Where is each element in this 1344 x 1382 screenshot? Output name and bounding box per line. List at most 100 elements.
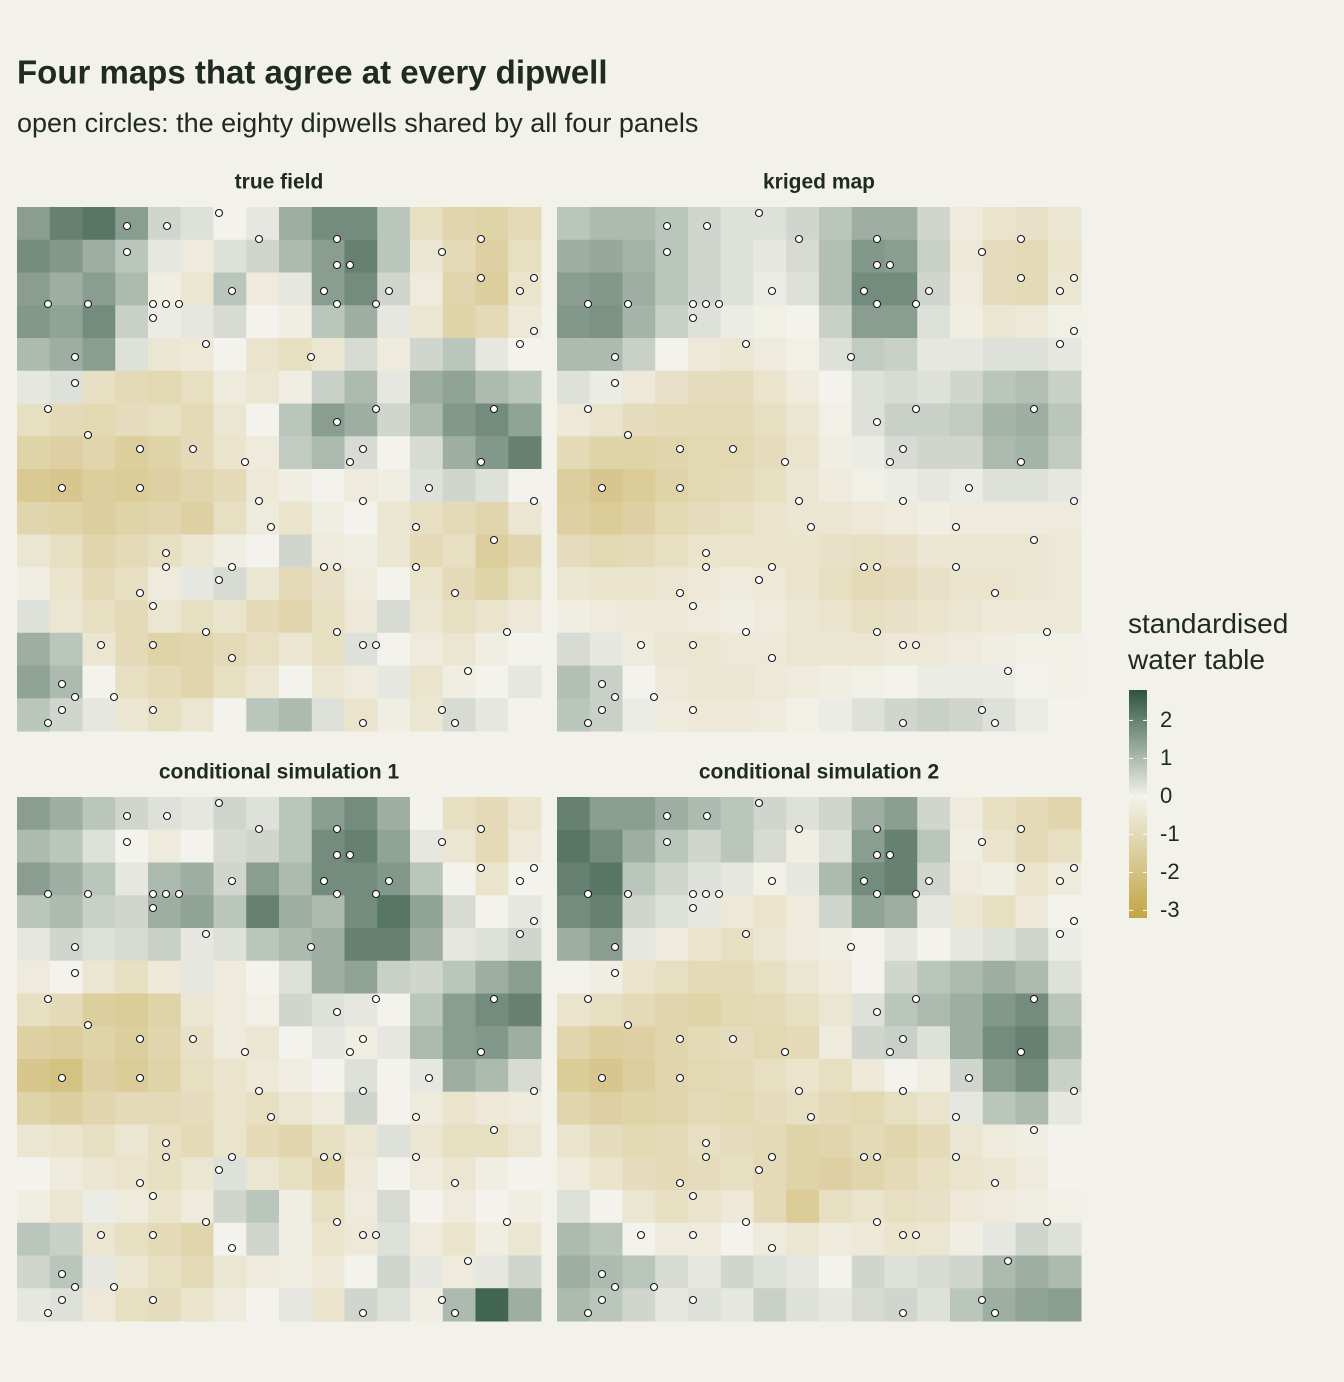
cell	[753, 1255, 787, 1289]
cell	[377, 1255, 411, 1289]
cell	[851, 305, 885, 339]
cell	[786, 960, 820, 994]
cell	[377, 1157, 411, 1191]
dipwell	[597, 1295, 607, 1305]
cell	[720, 698, 754, 732]
cell	[720, 534, 754, 568]
dipwell	[872, 1152, 882, 1162]
cell	[655, 862, 689, 896]
cell	[508, 1026, 542, 1060]
dipwell	[529, 496, 539, 506]
cell	[851, 600, 885, 634]
cell	[688, 338, 722, 372]
cell	[344, 1222, 378, 1256]
cell	[442, 960, 476, 994]
cell	[950, 698, 984, 732]
cell	[557, 534, 591, 568]
dipwell	[188, 1034, 198, 1044]
cell	[148, 829, 182, 863]
dipwell	[57, 483, 67, 493]
cell	[688, 993, 722, 1027]
cell	[655, 1255, 689, 1289]
colorbar-tick-label: -1	[1160, 821, 1180, 846]
dipwell	[515, 929, 525, 939]
dipwell	[450, 1178, 460, 1188]
cell	[148, 1222, 182, 1256]
dipwell	[597, 1073, 607, 1083]
cell	[982, 993, 1016, 1027]
cell	[213, 1288, 247, 1322]
cell	[410, 1190, 444, 1224]
cell	[49, 567, 83, 601]
cell	[851, 1091, 885, 1125]
cell	[753, 829, 787, 863]
cell	[622, 1190, 656, 1224]
cell	[884, 895, 918, 929]
dipwell	[1029, 404, 1039, 414]
dipwell	[688, 601, 698, 611]
cell	[442, 600, 476, 634]
cell	[786, 665, 820, 699]
cell	[688, 469, 722, 503]
cell	[1015, 567, 1049, 601]
cell	[884, 338, 918, 372]
cell	[589, 632, 623, 666]
cell	[950, 829, 984, 863]
cell	[410, 928, 444, 962]
cell	[655, 1157, 689, 1191]
dipwell	[70, 352, 80, 362]
cell	[884, 305, 918, 339]
cell	[557, 665, 591, 699]
cell	[213, 436, 247, 470]
cell	[82, 1091, 116, 1125]
cell	[950, 1026, 984, 1060]
dipwell	[872, 260, 882, 270]
cell	[311, 436, 345, 470]
cell	[246, 469, 280, 503]
cell	[115, 469, 149, 503]
cell	[475, 567, 509, 601]
dipwell	[437, 247, 447, 257]
cell	[475, 1288, 509, 1322]
cell	[344, 665, 378, 699]
dipwell	[623, 299, 633, 309]
dipwell	[859, 286, 869, 296]
dipwell	[529, 863, 539, 873]
dipwell	[872, 824, 882, 834]
dipwell	[754, 575, 764, 585]
cell	[753, 1059, 787, 1093]
cell	[82, 1255, 116, 1289]
cell	[720, 1255, 754, 1289]
cell	[786, 207, 820, 241]
colorbar-tick-label: -3	[1160, 897, 1180, 922]
cell	[213, 960, 247, 994]
cell	[508, 960, 542, 994]
cell	[82, 567, 116, 601]
cell	[786, 993, 820, 1027]
cell	[786, 797, 820, 831]
dipwell	[597, 679, 607, 689]
cell	[557, 1190, 591, 1224]
dipwell	[332, 1007, 342, 1017]
cell	[819, 436, 853, 470]
cell	[213, 895, 247, 929]
cell	[1048, 1124, 1082, 1158]
dipwell	[332, 260, 342, 270]
cell	[622, 632, 656, 666]
cell	[655, 403, 689, 437]
cell	[180, 1059, 214, 1093]
cell	[622, 1026, 656, 1060]
dipwell	[70, 378, 80, 388]
dipwell	[358, 718, 368, 728]
dipwell	[411, 1112, 421, 1122]
dipwell	[1055, 929, 1065, 939]
cell	[17, 1059, 51, 1093]
cell	[720, 436, 754, 470]
cell	[884, 960, 918, 994]
cell	[311, 1255, 345, 1289]
cell	[311, 829, 345, 863]
cell	[982, 207, 1016, 241]
dipwell	[1029, 535, 1039, 545]
dipwell	[345, 260, 355, 270]
cell	[279, 698, 313, 732]
